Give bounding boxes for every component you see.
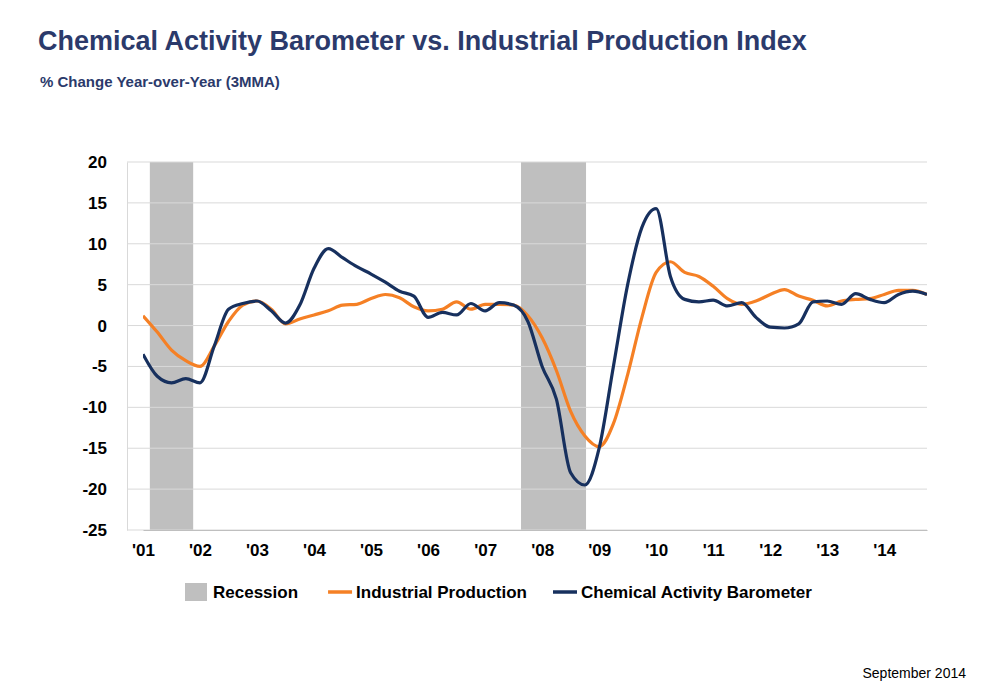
- series-lines: [143, 209, 927, 485]
- y-tick: 15: [88, 194, 127, 213]
- recession-band: [521, 162, 586, 530]
- x-tick: '14: [873, 530, 896, 560]
- y-tick: 5: [98, 276, 127, 295]
- y-tick: -25: [82, 521, 127, 540]
- x-tick: '13: [816, 530, 839, 560]
- x-tick: '12: [759, 530, 782, 560]
- y-axis-line: [127, 163, 128, 531]
- x-tick-label: '12: [759, 541, 782, 560]
- x-tick-label: '05: [360, 541, 383, 560]
- y-tick: 20: [88, 153, 127, 172]
- x-tick-label: '06: [417, 541, 440, 560]
- chart: Chemical Activity Barometer vs. Industri…: [0, 0, 995, 700]
- x-tick: '03: [246, 530, 269, 560]
- x-axis-line: [144, 530, 928, 531]
- x-tick: '05: [360, 530, 383, 560]
- y-tick: 0: [98, 316, 127, 335]
- y-tick-label: 0: [98, 316, 107, 335]
- y-tick-label: -25: [82, 521, 107, 540]
- x-tick: '01: [132, 530, 155, 560]
- grid-line: [127, 202, 927, 203]
- x-tick-label: '09: [588, 541, 611, 560]
- grid-line: [127, 243, 927, 244]
- x-tick-label: '13: [816, 541, 839, 560]
- legend: Recession Industrial Production Chemical A…: [185, 583, 812, 602]
- y-tick-label: 10: [88, 235, 107, 254]
- x-tick-label: '14: [873, 541, 896, 560]
- grid-line: [127, 448, 927, 449]
- grid-line: [127, 325, 927, 326]
- x-tick-label: '03: [246, 541, 269, 560]
- x-tick: '08: [531, 530, 554, 560]
- grid: [127, 162, 927, 530]
- grid-line: [127, 489, 927, 490]
- y-tick-label: 15: [88, 194, 107, 213]
- title: Chemical Activity Barometer vs. Industri…: [38, 26, 807, 56]
- x-tick: '02: [189, 530, 212, 560]
- x-tick: '11: [703, 530, 725, 560]
- y-tick: -15: [82, 439, 127, 458]
- y-tick-label: -20: [82, 480, 107, 499]
- y-tick: 10: [88, 235, 127, 254]
- y-tick-label: 5: [98, 276, 107, 295]
- subtitle: % Change Year-over-Year (3MMA): [40, 73, 280, 90]
- y-axis: -25 -20 -15 -10 -5 0 5 10 15 20: [82, 153, 127, 540]
- legend-swatch: [553, 590, 577, 594]
- y-tick: -10: [82, 398, 127, 417]
- x-tick-label: '07: [474, 541, 497, 560]
- y-tick-label: 20: [88, 153, 107, 172]
- grid-line: [127, 366, 927, 367]
- grid-line: [127, 162, 927, 163]
- y-tick: -20: [82, 480, 127, 499]
- x-tick: '10: [645, 530, 668, 560]
- x-tick: '09: [588, 530, 611, 560]
- legend-swatch: [185, 583, 207, 601]
- y-tick-label: -5: [92, 357, 107, 376]
- legend-label: Chemical Activity Barometer: [581, 583, 812, 602]
- legend-label: Industrial Production: [356, 583, 527, 602]
- series-line: [143, 262, 927, 447]
- legend-label: Recession: [213, 583, 298, 602]
- x-tick: '07: [474, 530, 497, 560]
- x-tick-label: '01: [132, 541, 155, 560]
- x-tick-label: '10: [645, 541, 668, 560]
- x-axis: '01 '02 '03 '04 '05 '06 '07 '08 '09 '10 '11 '12 '13 '…: [132, 530, 927, 560]
- grid-line: [127, 530, 927, 531]
- grid-line: [127, 407, 927, 408]
- annotation: September 2014: [862, 665, 966, 681]
- x-tick: '04: [303, 530, 326, 560]
- x-tick-label: '08: [531, 541, 554, 560]
- recession-band: [150, 162, 193, 530]
- legend-swatch: [328, 590, 352, 594]
- series-line: [143, 209, 927, 485]
- grid-line: [127, 284, 927, 285]
- y-tick-label: -15: [82, 439, 107, 458]
- x-tick-label: '04: [303, 541, 326, 560]
- x-tick-label: '02: [189, 541, 212, 560]
- x-tick-label: '11: [703, 541, 725, 560]
- x-tick: '06: [417, 530, 440, 560]
- y-tick-label: -10: [82, 398, 107, 417]
- y-tick: -5: [92, 357, 127, 376]
